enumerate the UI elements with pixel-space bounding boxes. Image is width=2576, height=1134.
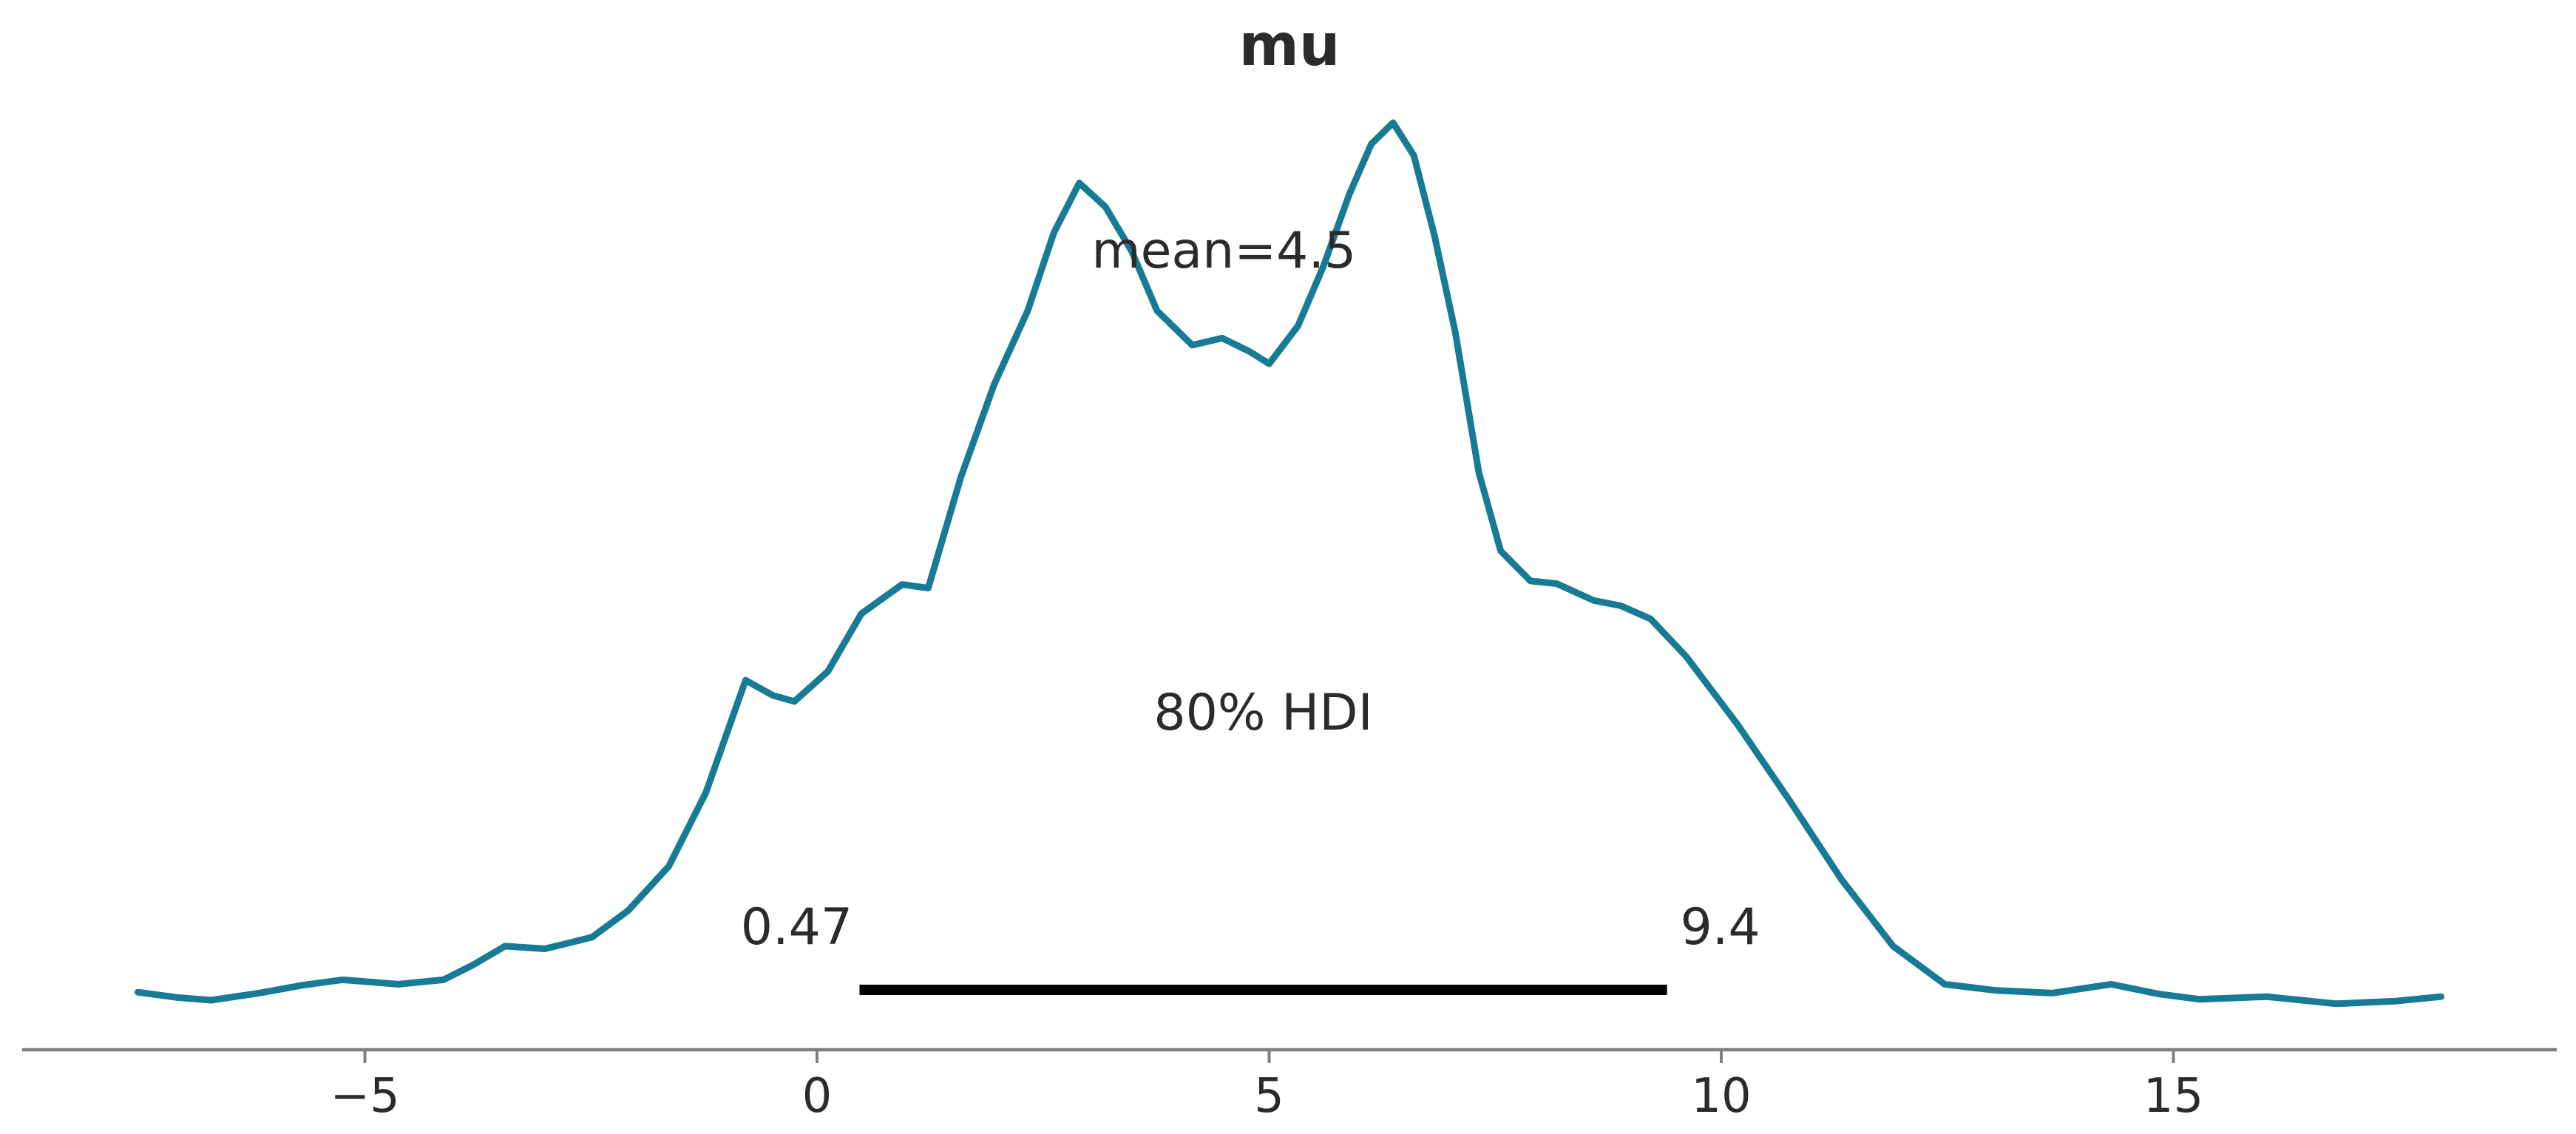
- hdi-bar: [859, 985, 1667, 995]
- x-axis-tick-label: 10: [1691, 1069, 1751, 1124]
- plot-title: mu: [1239, 13, 1340, 79]
- x-axis-tick-label: 15: [2143, 1069, 2203, 1124]
- x-axis-tick-label: 5: [1254, 1069, 1284, 1124]
- hdi-lower-label: 0.47: [741, 898, 853, 957]
- hdi-upper-label: 9.4: [1681, 898, 1760, 957]
- mean-label: mean=4.5: [1091, 222, 1356, 280]
- x-axis-tick-label: −5: [330, 1069, 399, 1124]
- x-axis-ticks: −5 0 5 10 15: [330, 1050, 2203, 1124]
- x-axis-tick-label: 0: [802, 1069, 833, 1124]
- kde-curve: [135, 119, 2444, 1008]
- hdi-label: 80% HDI: [1153, 684, 1372, 742]
